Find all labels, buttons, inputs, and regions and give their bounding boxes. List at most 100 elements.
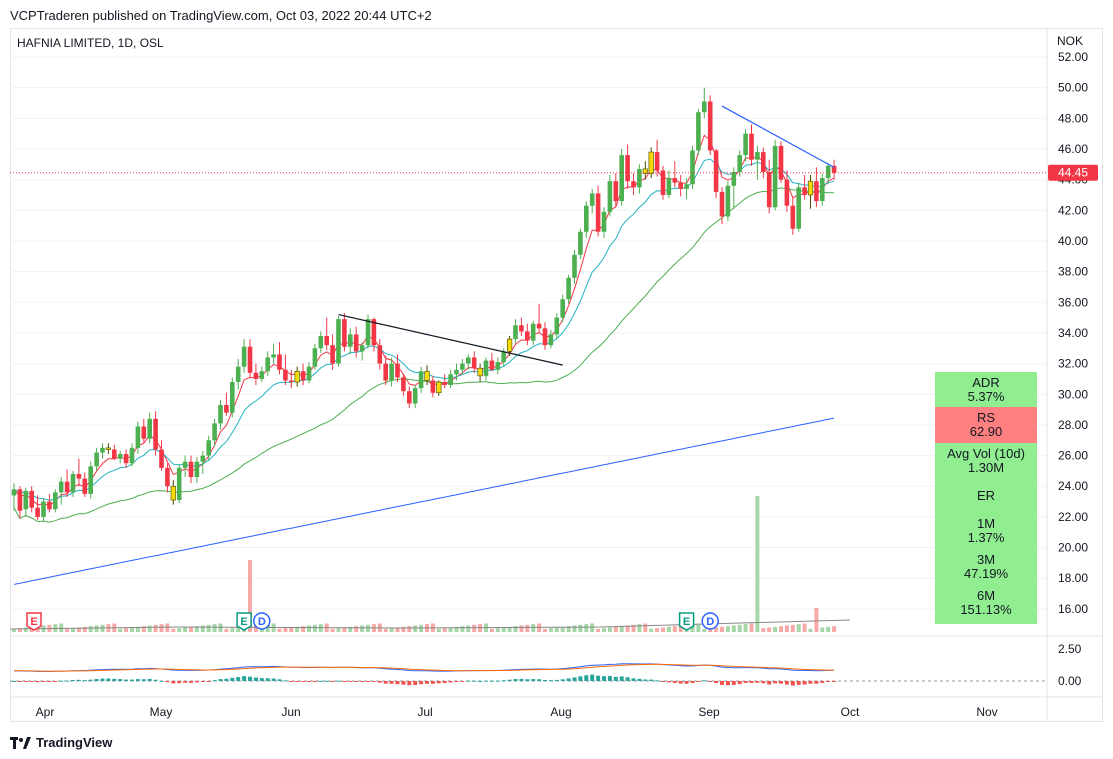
volume-bar <box>578 624 583 632</box>
candle-body <box>318 336 324 349</box>
volume-bar <box>130 627 134 632</box>
chart-frame <box>10 28 1103 722</box>
volume-bar <box>637 624 642 632</box>
currency-label: NOK <box>1057 34 1084 48</box>
candle-body <box>690 150 695 185</box>
candle-body <box>58 481 64 493</box>
candle-body <box>407 391 412 404</box>
volume-bar <box>135 626 140 632</box>
macd-histogram-bar <box>613 676 618 681</box>
candle-body <box>283 369 288 381</box>
stat-label: 3M <box>976 552 996 567</box>
macd-histogram-bar <box>661 681 665 682</box>
candle-body <box>448 374 453 386</box>
macd-histogram-bar <box>672 681 677 683</box>
event-letter: E <box>683 616 690 628</box>
macd-histogram-bar <box>584 675 589 681</box>
candle-body <box>170 485 176 501</box>
volume-bar <box>519 625 524 632</box>
candle-body <box>401 377 406 392</box>
macd-histogram-bar <box>165 681 170 683</box>
candle-body <box>29 490 34 508</box>
macd-histogram-bar <box>743 681 748 683</box>
macd-histogram-bar <box>194 681 199 683</box>
candle-body <box>377 345 383 364</box>
stat-6m: 6M 151.13% <box>935 585 1037 621</box>
candle-body <box>153 418 158 450</box>
macd-histogram-bar <box>684 681 689 684</box>
macd-histogram-bar <box>354 681 359 682</box>
macd-histogram-bar <box>242 676 247 681</box>
candle-body <box>589 193 595 206</box>
price-tick-label: 52.00 <box>1058 50 1088 64</box>
dividend-icon <box>701 612 719 630</box>
macd-histogram-bar <box>289 681 294 682</box>
candle-body <box>707 101 713 151</box>
ma-line <box>13 134 835 507</box>
volume-bar <box>466 625 471 632</box>
macd-histogram-bar <box>478 680 483 682</box>
footer-brand[interactable]: TradingView <box>10 735 112 750</box>
volume-bar <box>720 626 724 632</box>
volume-bar <box>277 628 282 632</box>
event-letter: D <box>258 616 266 628</box>
candle-body <box>637 168 642 188</box>
macd-histogram-bar <box>100 678 105 681</box>
volume-bar <box>283 628 288 632</box>
volume-bar <box>678 625 683 632</box>
macd-histogram-bar <box>720 681 724 685</box>
stat-rs: RS 62.90 <box>935 407 1037 443</box>
time-tick-label: Jun <box>281 705 300 719</box>
candle-body <box>572 254 577 278</box>
volume-bar <box>312 624 317 632</box>
price-tick-label: 16.00 <box>1058 602 1088 616</box>
volume-bar <box>767 627 772 632</box>
trendline <box>721 105 835 168</box>
candle-body <box>566 277 571 300</box>
candle-body <box>454 369 459 375</box>
candle-body <box>731 171 737 186</box>
macd-histogram-bar <box>12 681 16 682</box>
macd-histogram-bar <box>41 681 46 682</box>
volume-bar <box>71 628 75 632</box>
macd-histogram-bar <box>295 681 300 682</box>
macd-histogram-bar <box>596 675 601 681</box>
macd-histogram-bar <box>637 678 642 681</box>
volume-bar <box>336 628 341 632</box>
volume-bar <box>661 627 665 632</box>
candle-body <box>772 145 778 208</box>
candle-body <box>41 501 46 517</box>
macd-histogram-bar <box>436 681 441 684</box>
volume-bar <box>672 626 677 632</box>
candle-body <box>265 357 270 372</box>
dividend-marker: D <box>701 612 719 630</box>
macd-histogram-bar <box>407 681 412 686</box>
event-letter: D <box>706 616 714 628</box>
macd-histogram-bar <box>832 681 837 682</box>
price-axis: 52.0050.0048.0046.0044.0042.0040.0038.00… <box>10 28 1103 722</box>
volume-bar <box>802 623 807 632</box>
volume-bar <box>808 628 813 632</box>
macd-histogram-bar <box>271 678 276 681</box>
volume-bar <box>779 626 783 632</box>
candle-body <box>235 366 241 382</box>
trendlines <box>338 105 835 366</box>
macd-histogram-bar <box>330 681 335 682</box>
macd-histogram-bar <box>495 680 500 682</box>
volume-bar <box>366 624 370 632</box>
price-tick-label: 24.00 <box>1058 479 1088 493</box>
macd-histogram-bar <box>619 676 624 681</box>
volume-bar <box>714 627 719 632</box>
volume-bar <box>773 626 778 632</box>
candle-body <box>554 317 560 335</box>
macd-histogram-bar <box>702 680 707 682</box>
volume-bar <box>12 628 16 632</box>
candle-body <box>117 454 123 459</box>
macd-histogram-bar <box>696 681 701 682</box>
time-axis: Apr May Jun Jul Aug Sep Oct Nov <box>36 705 998 719</box>
macd-histogram-bar <box>725 681 730 686</box>
macd-signal-line <box>14 663 835 672</box>
volume-bar <box>389 628 394 632</box>
volume-bar <box>76 627 81 632</box>
